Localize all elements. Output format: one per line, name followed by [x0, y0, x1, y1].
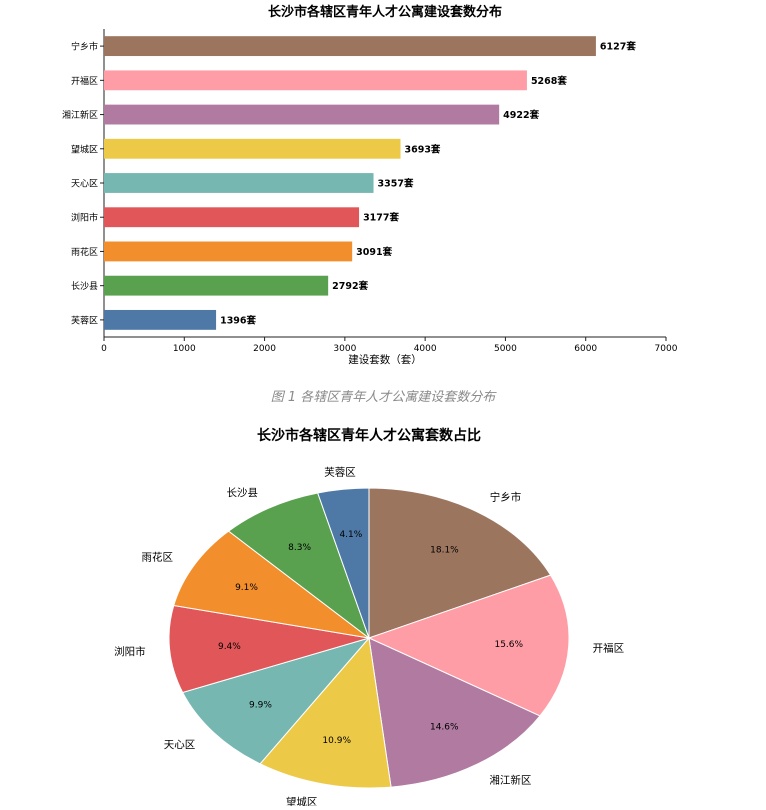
pie-percent-label: 4.1%: [339, 530, 362, 540]
bar-category-label: 宁乡市: [71, 41, 98, 53]
bar-8: [104, 36, 596, 57]
bar-1: [104, 275, 329, 296]
pie-slice-7: [227, 492, 371, 640]
bar-chart-category-labels: 芙蓉区 长沙县 雨花区 浏阳市 天心区 望城区 湘江新区 开福区 宁乡市: [62, 41, 98, 327]
bar-category-label: 湘江新区: [62, 109, 98, 121]
bar-value-label: 3357套: [378, 178, 414, 190]
bar-chart-x-tick-label: 3000: [333, 344, 356, 354]
bar-value-label: 5268套: [531, 75, 567, 87]
pie-chart-slices: [168, 487, 570, 789]
bar-chart-x-tick-label: 4000: [414, 344, 437, 354]
bar-chart-bars: [104, 36, 596, 330]
pie-category-label: 天心区: [164, 739, 196, 751]
pie-percent-label: 15.6%: [494, 640, 523, 650]
bar-value-label: 6127套: [600, 41, 636, 53]
bar-chart-value-labels: 1396套 2792套 3091套 3177套 3357套 3693套 4922套 5268套…: [220, 41, 636, 327]
bar-value-label: 1396套: [220, 314, 256, 326]
bar-value-label: 4922套: [503, 109, 539, 121]
pie-slice-5: [168, 604, 370, 694]
pie-slice-2: [368, 637, 541, 788]
bar-chart-x-tick-label: 5000: [494, 344, 517, 354]
bar-chart: 长沙市各辖区青年人才公寓建设套数分布 芙蓉区 长沙县 雨花区 浏阳市 天心区 望城区 湘江新…: [62, 4, 678, 366]
bar-5: [104, 138, 401, 159]
pie-category-label: 宁乡市: [490, 490, 521, 503]
bar-chart-x-tick-label: 1000: [173, 344, 196, 354]
pie-slice-8: [317, 487, 370, 639]
bar-chart-title: 长沙市各辖区青年人才公寓建设套数分布: [268, 4, 502, 20]
bar-3: [104, 207, 360, 228]
bar-chart-x-tick-label: 7000: [655, 344, 678, 354]
figure-caption: 图 1 各辖区青年人才公寓建设套数分布: [270, 390, 496, 405]
pie-percent-label: 10.9%: [322, 736, 351, 746]
bar-category-label: 长沙县: [71, 280, 98, 292]
pie-slice-0: [368, 487, 552, 639]
pie-slice-1: [367, 574, 570, 717]
pie-chart-section: 长沙市各辖区青年人才公寓套数占比 18.1% 15.6% 14.6% 10.9% 9.9…: [0, 420, 766, 808]
bar-chart-section: 长沙市各辖区青年人才公寓建设套数分布 芙蓉区 长沙县 雨花区 浏阳市 天心区 望城区 湘江新…: [0, 0, 766, 380]
bar-category-label: 开福区: [71, 75, 98, 87]
pie-category-label: 湘江新区: [489, 774, 531, 787]
pie-percent-label: 9.4%: [218, 642, 241, 652]
bar-category-label: 雨花区: [71, 246, 98, 258]
bar-4: [104, 173, 374, 193]
pie-slice-3: [259, 636, 392, 789]
pie-category-label: 开福区: [593, 642, 625, 655]
bar-2: [104, 241, 353, 262]
bar-value-label: 3091套: [356, 246, 392, 258]
pie-chart-percent-labels: 18.1% 15.6% 14.6% 10.9% 9.9% 9.4% 9.1% 8.3% 4.1%: [218, 530, 524, 746]
bar-value-label: 2792套: [332, 280, 368, 292]
bar-category-label: 望城区: [71, 143, 98, 155]
pie-category-label: 望城区: [286, 795, 318, 806]
bar-category-label: 天心区: [71, 179, 98, 190]
bar-chart-x-ticks: 0 1000 2000 3000 4000 5000 6000 7000: [101, 344, 678, 354]
bar-7: [104, 70, 527, 91]
pie-category-label: 雨花区: [142, 551, 174, 564]
pie-category-label: 芙蓉区: [324, 465, 356, 478]
pie-slice-6: [173, 530, 370, 639]
bar-0: [104, 309, 217, 330]
bar-chart-x-tick-label: 6000: [574, 344, 597, 354]
bar-chart-x-tick-label: 2000: [253, 344, 276, 354]
bar-6: [104, 104, 500, 125]
pie-chart: 长沙市各辖区青年人才公寓套数占比 18.1% 15.6% 14.6% 10.9% 9.9…: [114, 427, 625, 808]
bar-chart-x-tick-label: 0: [101, 344, 107, 354]
pie-percent-label: 9.1%: [235, 583, 258, 593]
pie-category-label: 长沙县: [226, 487, 258, 499]
pie-percent-label: 18.1%: [430, 546, 459, 556]
bar-chart-x-axis-label: 建设套数（套）: [348, 353, 422, 366]
bar-value-label: 3177套: [363, 212, 399, 224]
pie-percent-label: 9.9%: [249, 700, 272, 710]
pie-category-label: 浏阳市: [114, 645, 146, 658]
pie-percent-label: 14.6%: [430, 723, 459, 733]
bar-category-label: 浏阳市: [71, 212, 98, 224]
bar-value-label: 3693套: [404, 143, 440, 155]
pie-slice-4: [181, 637, 371, 765]
pie-chart-title: 长沙市各辖区青年人才公寓套数占比: [257, 427, 481, 444]
pie-percent-label: 8.3%: [288, 543, 311, 553]
bar-category-label: 芙蓉区: [71, 314, 98, 326]
